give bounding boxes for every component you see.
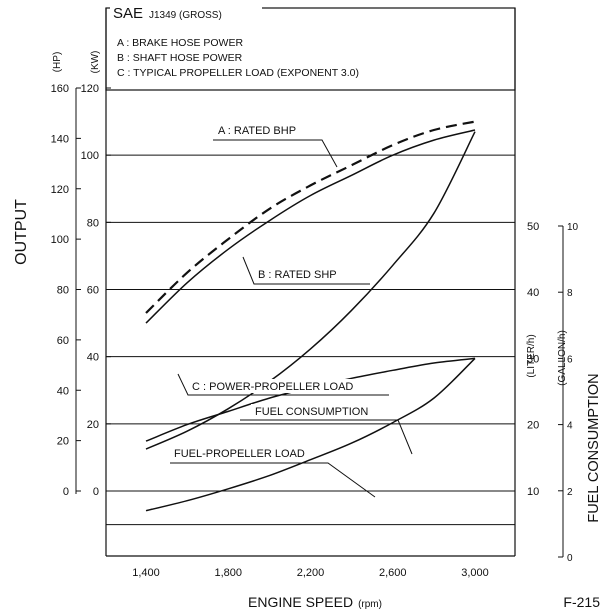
kw-tick-label: 40 [87,352,99,364]
x-tick-label: 3,000 [461,567,489,579]
label-fuel-propeller-load-leader [170,462,376,498]
x-tick-label: 2,200 [297,567,325,579]
x-axis-title: ENGINE SPEED (rpm) [248,594,382,610]
series-b-rated-shp [145,129,476,324]
hp-tick-label: 160 [51,83,69,95]
label-a-rated-bhp-leader [213,139,338,168]
series-annotations: A : RATED BHP B : RATED SHP C : POWER-PROP… [170,123,413,498]
liter-h-tick-label: 40 [527,287,539,299]
x-axis-title-unit: (rpm) [358,599,382,610]
label-b-rated-shp: B : RATED SHP [258,269,337,281]
label-fuel-consumption: FUEL CONSUMPTION [255,406,368,418]
hp-unit-label: (HP) [52,52,63,73]
hp-tick-label: 0 [63,486,69,498]
liter-h-unit-label: (LITER/h) [526,334,537,377]
liter-h-tick-label: 20 [527,420,539,432]
kw-tick-label: 60 [87,285,99,297]
hp-tick-label: 60 [57,335,69,347]
x-tick-label: 2,600 [379,567,407,579]
liter-h-tick-label: 50 [527,221,539,233]
legend-item-c: C : TYPICAL PROPELLER LOAD (EXPONENT 3.0… [117,67,359,79]
gallon-h-tick-label: 10 [567,222,579,233]
liter-h-tick-label: 30 [527,353,539,365]
y-axis-title-output: OUTPUT [13,199,30,265]
kw-tick-label: 0 [93,486,99,498]
gallon-h-tick-label: 6 [567,354,573,365]
series-fuel-propeller-load [145,357,476,512]
label-c-power-propeller-load-leader [177,373,389,396]
grid-lines [106,154,515,526]
hp-tick-label: 120 [51,184,69,196]
label-a-rated-bhp: A : RATED BHP [218,125,296,137]
kw-tick-label: 20 [87,419,99,431]
legend-item-a: A : BRAKE HOSE POWER [117,37,243,49]
label-c-power-propeller-load: C : POWER-PROPELLER LOAD [192,381,353,393]
gallon-h-tick-label: 0 [567,553,573,564]
hp-tick-label: 20 [57,436,69,448]
axis-ticks: 0204060801001201401600204060801001201020… [51,83,579,579]
x-tick-label: 1,400 [132,567,160,579]
chart-title-sub: J1349 (GROSS) [149,10,222,21]
liter-h-tick-label: 10 [527,486,539,498]
x-tick-label: 1,800 [214,567,242,579]
series-c-power-propeller-load [145,131,476,450]
hp-tick-label: 140 [51,133,69,145]
gallon-h-tick-label: 8 [567,288,573,299]
chart-title-main: SAE [113,5,143,22]
kw-tick-label: 120 [81,83,99,95]
kw-unit-label: (KW) [90,51,101,74]
label-a-rated-bhp-backdrop [214,123,310,137]
hp-tick-label: 40 [57,385,69,397]
figure-label: F-215 [563,594,600,610]
label-fuel-propeller-load-backdrop [170,446,306,460]
label-fuel-consumption-leader [240,419,413,455]
series-fuel-consumption [145,357,476,442]
series-a-rated-bhp [145,120,476,314]
x-axis-title-main: ENGINE SPEED [248,594,353,610]
y-axis-title-fuel: FUEL CONSUMPTION [586,373,602,522]
hp-tick-label: 80 [57,285,69,297]
label-b-rated-shp-leader [242,256,370,285]
label-b-rated-shp-backdrop [254,267,350,281]
kw-tick-label: 80 [87,217,99,229]
label-fuel-propeller-load: FUEL-PROPELLER LOAD [174,448,305,460]
title-backdrop [110,1,262,21]
gallon-h-tick-label: 4 [567,421,573,432]
legend-item-b: B : SHAFT HOSE POWER [117,52,243,64]
label-c-power-propeller-load-backdrop [188,379,357,393]
hp-tick-label: 100 [51,234,69,246]
gallon-h-tick-label: 2 [567,487,573,498]
label-fuel-consumption-backdrop [251,404,367,418]
kw-tick-label: 100 [81,150,99,162]
